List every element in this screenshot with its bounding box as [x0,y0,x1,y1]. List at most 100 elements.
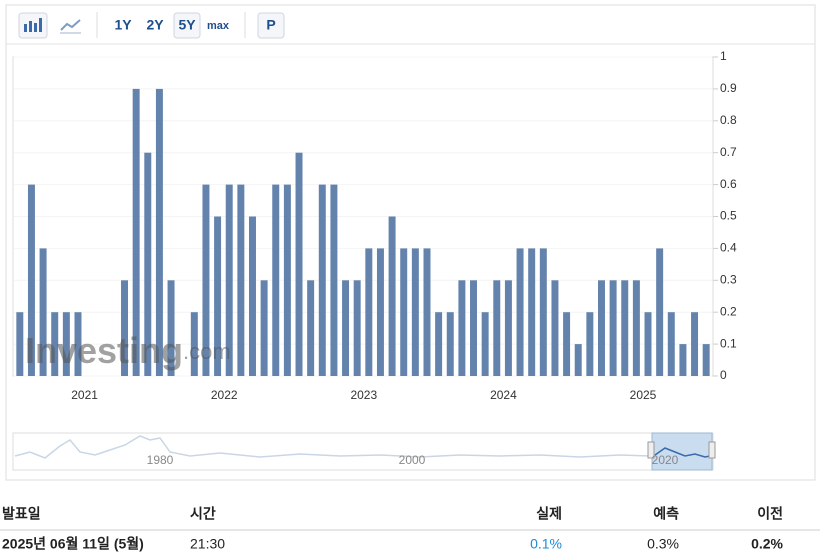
navigator-label: 2020 [652,453,679,467]
bar [586,312,594,376]
y-tick-label: 0.9 [720,81,737,95]
y-tick-label: 0.2 [720,304,737,318]
bar [563,312,571,376]
bar [132,88,140,377]
bar [318,184,326,376]
bar [225,184,233,376]
table-header: 시간 [190,506,216,522]
bar [679,344,687,376]
button-box [257,12,285,39]
bar [411,248,419,376]
bar [574,344,582,376]
bar [632,280,640,376]
range-button[interactable]: 1Y [114,17,132,33]
bar [551,280,559,376]
table-cell: 0.3% [647,536,679,552]
range-button[interactable]: max [207,20,230,32]
bar [27,184,35,376]
range-button[interactable]: 5Y [178,17,196,33]
bar [342,280,350,376]
bar [376,248,384,376]
p-button[interactable]: P [266,17,275,33]
bar [423,248,431,376]
bar [74,312,82,376]
bar [237,184,245,376]
bar [656,248,664,376]
x-tick-label: 2022 [211,388,238,402]
bar [272,184,280,376]
chart-frame [5,4,816,481]
bar [504,280,512,376]
bar [435,312,443,376]
bar [621,280,629,376]
bar [458,280,466,376]
watermark-main: Investing [25,330,183,371]
bar [644,312,652,376]
navigator-label: 2000 [399,453,426,467]
bar [121,280,129,376]
table-header: 발표일 [2,506,41,522]
table-cell: 21:30 [190,536,225,552]
y-tick-label: 0.6 [720,177,737,191]
line-icon[interactable] [60,19,81,34]
y-tick-label: 0.1 [720,336,737,350]
bar [283,184,291,376]
table-header: 이전 [757,506,783,522]
x-tick-label: 2021 [71,388,98,402]
bar [691,312,699,376]
bar [155,88,163,377]
bar [597,280,605,376]
bar [190,312,198,376]
navigator-label: 1980 [147,453,174,467]
range-button[interactable]: 2Y [146,17,164,33]
table-cell: 2025년 06월 11일 (5월) [2,536,144,552]
bar [481,312,489,376]
x-tick-label: 2023 [350,388,377,402]
bar [353,280,361,376]
y-tick-label: 1 [720,49,727,63]
table-cell: 0.1% [530,536,562,552]
y-tick-label: 0.7 [720,145,737,159]
y-tick-label: 0.3 [720,272,737,286]
table-header: 실제 [536,506,562,522]
bar [702,344,710,376]
bar-icon[interactable] [18,12,48,39]
y-tick-label: 0 [720,368,727,382]
watermark: Investing.com [25,330,231,371]
y-tick-label: 0.5 [720,209,737,223]
bar [609,280,617,376]
bar [202,184,210,376]
bar [528,248,536,376]
bar [446,312,454,376]
table-header: 예측 [653,506,679,522]
navigator [12,432,716,471]
bar [516,248,524,376]
bar [248,216,256,376]
bar [144,152,152,376]
bar [51,312,59,376]
bar [400,248,408,376]
bar [39,248,47,376]
bar [388,216,396,376]
bar [667,312,675,376]
x-tick-label: 2024 [490,388,517,402]
bar [62,312,70,376]
y-tick-label: 0.4 [720,241,737,255]
bar [307,280,315,376]
watermark-suffix: .com [183,339,231,364]
bar [330,184,338,376]
bar [260,280,268,376]
bar [167,280,175,376]
x-tick-label: 2025 [630,388,657,402]
bar [214,216,222,376]
bar [295,152,303,376]
table-cell: 0.2% [751,536,783,552]
bar [365,248,373,376]
bar [16,312,24,376]
y-tick-label: 0.8 [720,113,737,127]
bar [539,248,547,376]
bar [470,280,478,376]
selected-button-box [173,12,201,39]
bar [493,280,501,376]
